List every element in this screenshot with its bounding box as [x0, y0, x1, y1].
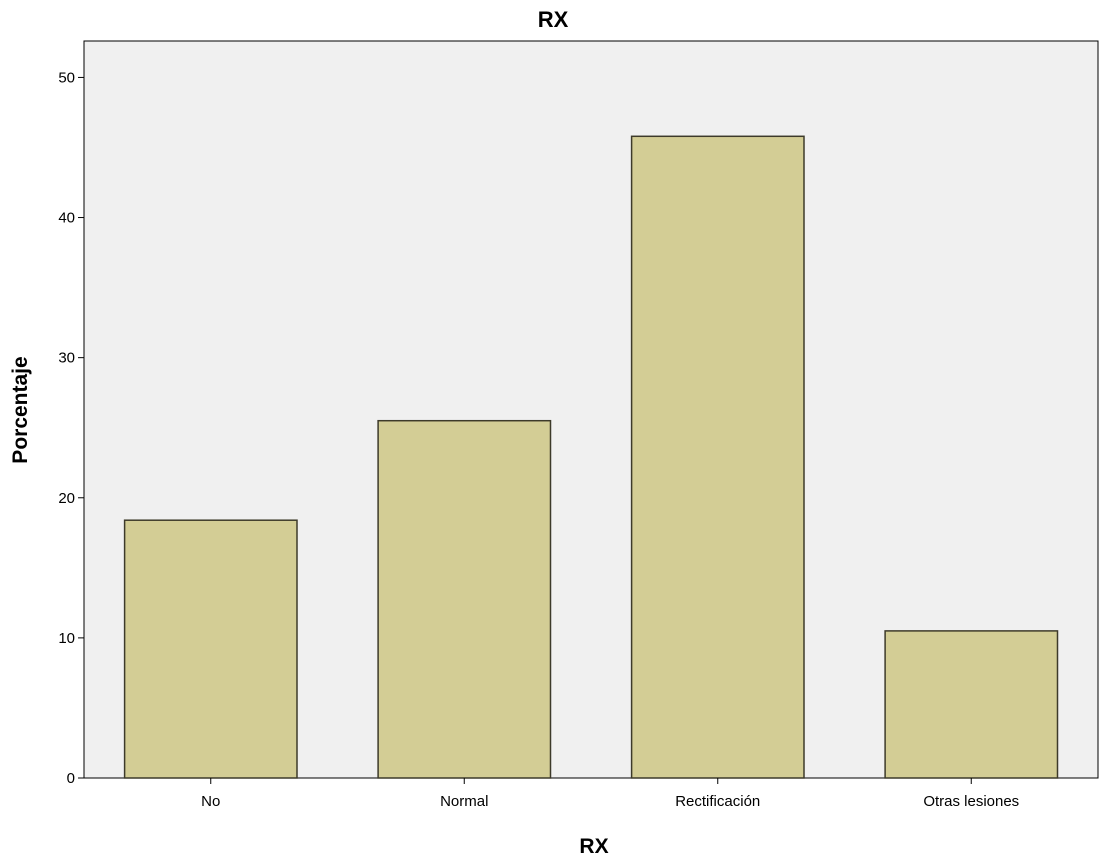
- bar-rectificación: [630, 135, 805, 779]
- x-tick-label: Otras lesiones: [923, 793, 1019, 810]
- y-axis-title: Porcentaje: [9, 356, 32, 463]
- x-tick-label: Rectificación: [675, 793, 760, 810]
- x-axis-title: RX: [579, 835, 608, 858]
- bars-group: [123, 135, 1059, 779]
- y-tick-label: 20: [58, 490, 75, 507]
- bar-no: [123, 519, 298, 779]
- chart-title: RX: [538, 7, 569, 32]
- y-tick-label: 10: [58, 630, 75, 647]
- x-axis: No Normal Rectificación Otras lesiones: [201, 778, 1019, 810]
- y-tick-label: 30: [58, 350, 75, 367]
- y-tick-label: 0: [67, 770, 75, 787]
- y-tick-label: 50: [58, 69, 75, 86]
- bar-normal: [377, 419, 552, 779]
- x-tick-label: No: [201, 793, 220, 810]
- x-tick-label: Normal: [440, 793, 488, 810]
- y-axis: 0 10 20 30 40 50: [58, 69, 84, 787]
- bar-otras-lesiones: [884, 630, 1059, 779]
- y-tick-label: 40: [58, 210, 75, 227]
